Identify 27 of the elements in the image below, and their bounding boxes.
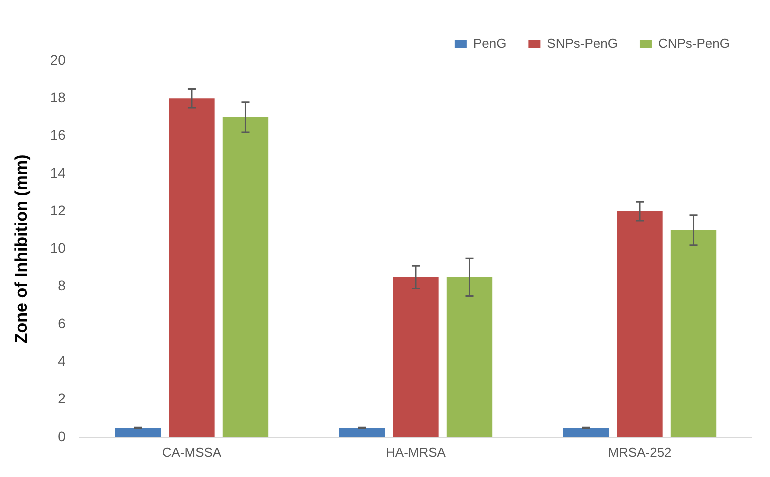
y-tick-label: 18 xyxy=(50,90,66,106)
y-tick-label: 10 xyxy=(50,240,66,256)
y-tick-label: 8 xyxy=(58,278,66,294)
x-tick-label: MRSA-252 xyxy=(608,444,672,460)
y-tick-label: 20 xyxy=(50,52,66,68)
bar xyxy=(169,98,215,438)
legend-label: SNPs-PenG xyxy=(547,36,618,52)
bar xyxy=(446,277,493,438)
bar xyxy=(222,117,269,438)
y-tick-label: 12 xyxy=(50,202,66,218)
y-tick-label: 14 xyxy=(50,164,66,181)
y-tick-label: 16 xyxy=(50,127,66,144)
bar xyxy=(339,428,386,438)
bar xyxy=(115,428,162,438)
legend-label: CNPs-PenG xyxy=(658,36,730,52)
y-tick-label: 2 xyxy=(58,390,66,407)
bar xyxy=(617,212,663,438)
x-tick-label: CA-MSSA xyxy=(162,444,222,460)
y-tick-label: 4 xyxy=(58,352,66,369)
y-tick-label: 0 xyxy=(58,428,66,444)
bar xyxy=(563,428,610,438)
x-tick-label: HA-MRSA xyxy=(386,444,446,460)
y-axis-title: Zone of Inhibition (mm) xyxy=(12,154,31,344)
legend-label: PenG xyxy=(473,36,507,52)
bar xyxy=(670,230,717,438)
bar xyxy=(393,277,439,438)
y-tick-label: 6 xyxy=(58,315,66,332)
